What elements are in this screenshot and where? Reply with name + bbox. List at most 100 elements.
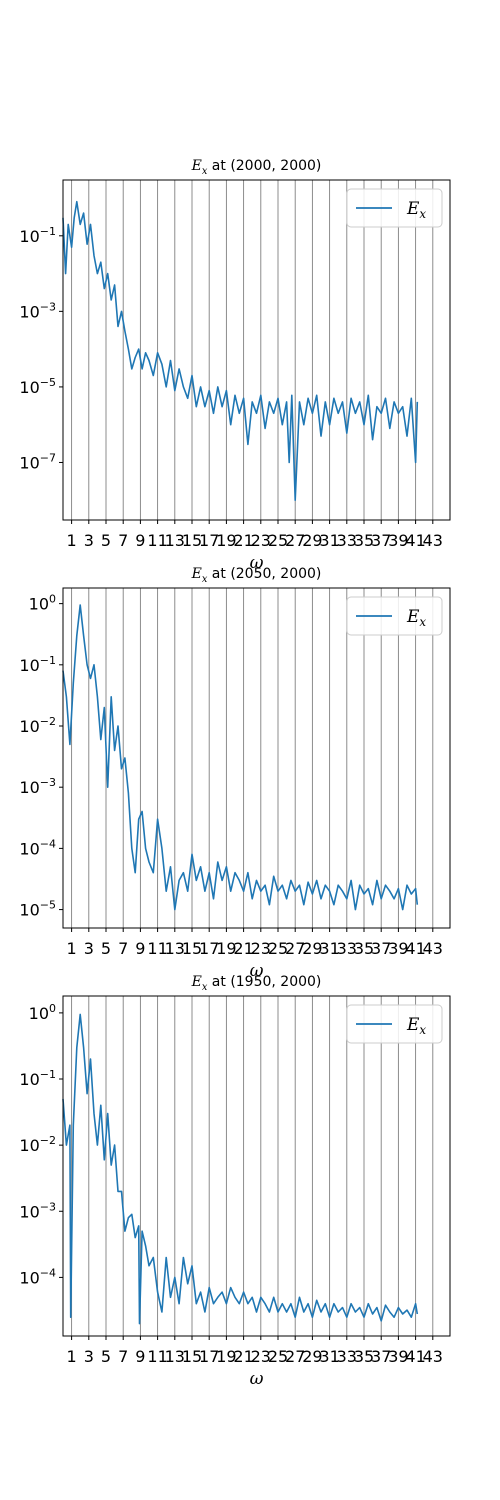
x-tick-label: 13 xyxy=(165,1347,185,1366)
x-tick-label: 23 xyxy=(251,1347,271,1366)
x-tick-label: 31 xyxy=(319,939,339,958)
y-tick-label: 10−3 xyxy=(19,776,56,797)
x-axis-label: ω xyxy=(250,553,264,573)
y-tick-label: 10−5 xyxy=(19,899,56,920)
y-tick-label: 10−7 xyxy=(19,451,56,472)
x-tick-label: 29 xyxy=(302,1347,322,1366)
legend-label: Ex xyxy=(406,607,426,629)
plot-frame xyxy=(62,587,451,929)
chart-panel-1: 10−110−310−510−71 3 5 7 9 1113151719212325272… xyxy=(19,158,451,573)
y-tick-label: 10−3 xyxy=(19,300,56,321)
x-tick-label: 39 xyxy=(388,531,408,550)
x-tick-label: 27 xyxy=(285,531,305,550)
x-tick-label: 17 xyxy=(199,531,219,550)
x-tick-label: 7 xyxy=(118,1347,128,1366)
x-tick-label: 3 xyxy=(84,939,94,958)
x-tick-label: 7 xyxy=(118,939,128,958)
x-tick-label: 11 xyxy=(147,531,167,550)
y-tick-label: 100 xyxy=(29,1002,56,1023)
x-tick-label: 35 xyxy=(354,1347,374,1366)
x-tick-label: 21 xyxy=(233,939,253,958)
y-tick-label: 10−2 xyxy=(19,1134,56,1155)
y-tick-label: 10−1 xyxy=(19,654,56,675)
x-tick-label: 17 xyxy=(199,939,219,958)
x-tick-label: 29 xyxy=(302,531,322,550)
y-tick-label: 10−1 xyxy=(19,225,56,246)
legend: Ex xyxy=(346,188,443,228)
x-tick-label: 39 xyxy=(388,939,408,958)
chart-title: Ex at (1950, 2000) xyxy=(191,974,322,993)
plot-frame xyxy=(62,995,451,1337)
legend-label: Ex xyxy=(406,199,426,221)
y-tick-label: 10−2 xyxy=(19,715,56,736)
x-tick-label: 35 xyxy=(354,531,374,550)
x-tick-label: 1 xyxy=(67,939,77,958)
x-tick-label: 9 xyxy=(135,939,145,958)
y-tick-label: 10−3 xyxy=(19,1200,56,1221)
y-tick-label: 10−1 xyxy=(19,1068,56,1089)
x-tick-label: 37 xyxy=(371,1347,391,1366)
x-tick-label: 1 xyxy=(67,531,77,550)
y-tick-label: 10−4 xyxy=(19,1266,56,1287)
x-tick-label: 33 xyxy=(337,939,357,958)
x-tick-label: 1 xyxy=(67,1347,77,1366)
x-tick-label: 3 xyxy=(84,531,94,550)
x-tick-label: 33 xyxy=(337,1347,357,1366)
x-tick-label: 3 xyxy=(84,1347,94,1366)
x-tick-label: 37 xyxy=(371,939,391,958)
x-tick-label: 15 xyxy=(182,531,202,550)
legend-box xyxy=(346,596,443,636)
x-tick-label: 15 xyxy=(182,939,202,958)
x-tick-label: 11 xyxy=(147,939,167,958)
y-tick-label: 10−4 xyxy=(19,837,56,858)
x-tick-label: 17 xyxy=(199,1347,219,1366)
x-tick-label: 39 xyxy=(388,1347,408,1366)
series-line-ex xyxy=(62,604,419,911)
legend-box xyxy=(346,1004,443,1044)
chart-title: Ex at (2000, 2000) xyxy=(191,158,322,177)
legend: Ex xyxy=(346,596,443,636)
x-tick-label: 11 xyxy=(147,1347,167,1366)
x-tick-label: 35 xyxy=(354,939,374,958)
x-tick-label: 31 xyxy=(319,1347,339,1366)
y-tick-label: 10−5 xyxy=(19,376,56,397)
x-tick-label: 25 xyxy=(268,531,288,550)
x-tick-label: 31 xyxy=(319,531,339,550)
series-line-ex xyxy=(62,1013,419,1325)
x-axis-label: ω xyxy=(250,961,264,981)
x-tick-label: 25 xyxy=(268,1347,288,1366)
x-tick-label: 7 xyxy=(118,531,128,550)
x-tick-label: 5 xyxy=(101,1347,111,1366)
legend-label: Ex xyxy=(406,1015,426,1037)
x-tick-label: 43 xyxy=(423,939,443,958)
x-tick-label: 37 xyxy=(371,531,391,550)
x-tick-label: 13 xyxy=(165,531,185,550)
x-tick-label: 23 xyxy=(251,939,271,958)
legend: Ex xyxy=(346,1004,443,1044)
chart-title: Ex at (2050, 2000) xyxy=(191,566,322,585)
x-tick-label: 25 xyxy=(268,939,288,958)
x-tick-label: 19 xyxy=(216,939,236,958)
x-tick-label: 19 xyxy=(216,531,236,550)
x-tick-label: 27 xyxy=(285,1347,305,1366)
x-tick-label: 23 xyxy=(251,531,271,550)
x-tick-label: 41 xyxy=(405,1347,425,1366)
x-tick-label: 29 xyxy=(302,939,322,958)
x-tick-label: 41 xyxy=(405,531,425,550)
x-tick-label: 41 xyxy=(405,939,425,958)
x-tick-label: 9 xyxy=(135,1347,145,1366)
x-tick-label: 43 xyxy=(423,1347,443,1366)
legend-box xyxy=(346,188,443,228)
plot-frame xyxy=(62,179,451,521)
x-tick-label: 21 xyxy=(233,1347,253,1366)
series-line-ex xyxy=(62,200,419,502)
x-axis-label: ω xyxy=(250,1369,264,1389)
x-tick-label: 15 xyxy=(182,1347,202,1366)
x-tick-label: 33 xyxy=(337,531,357,550)
x-tick-label: 5 xyxy=(101,939,111,958)
x-tick-label: 5 xyxy=(101,531,111,550)
x-tick-label: 19 xyxy=(216,1347,236,1366)
